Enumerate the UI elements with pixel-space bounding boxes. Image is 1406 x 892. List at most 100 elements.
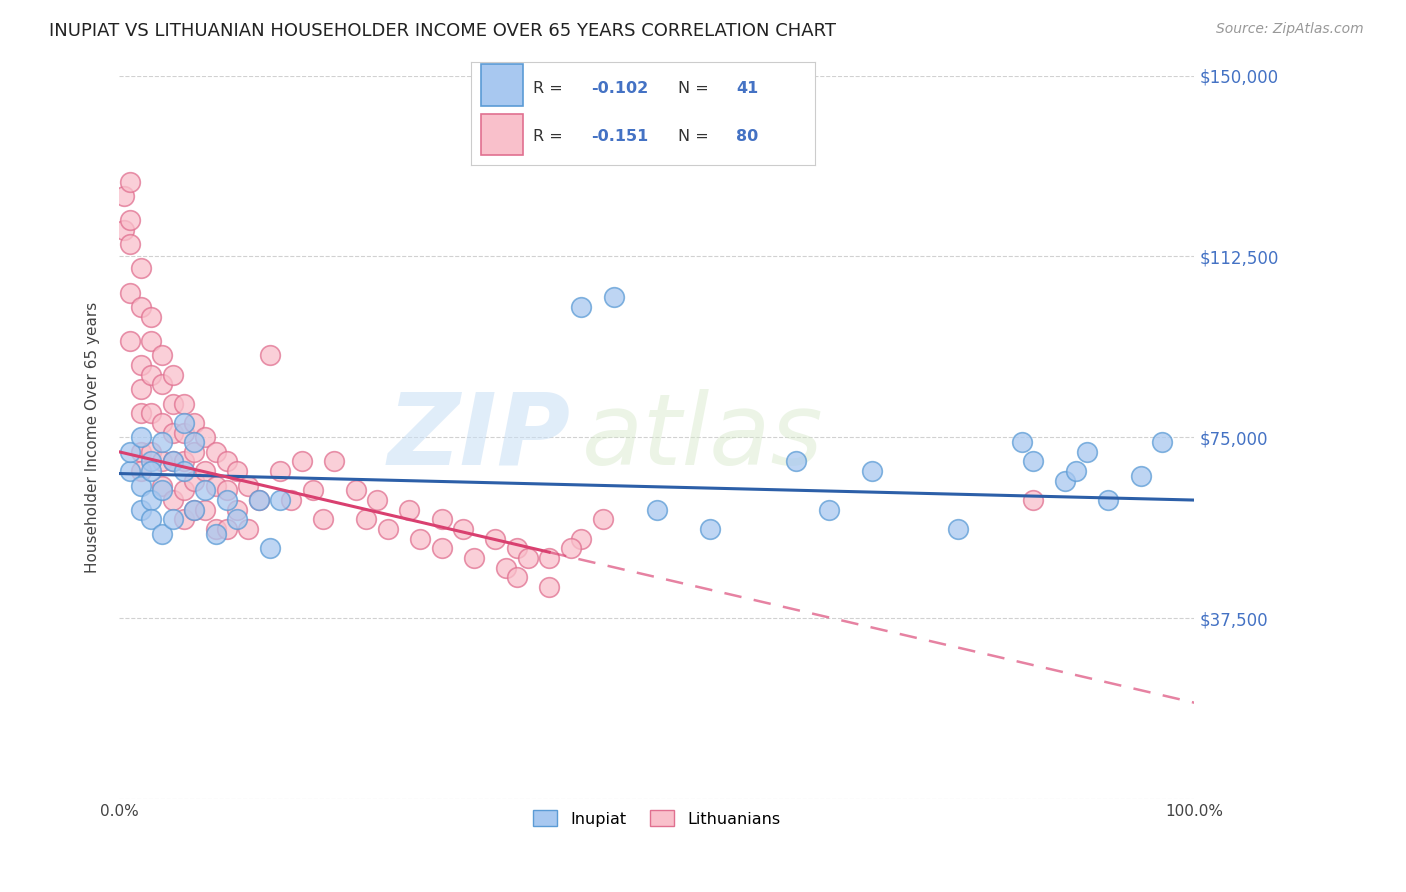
Point	[247, 493, 270, 508]
Point	[463, 551, 485, 566]
Point	[173, 464, 195, 478]
Point	[129, 406, 152, 420]
Point	[129, 445, 152, 459]
Point	[118, 213, 141, 227]
Point	[118, 285, 141, 300]
Text: R =: R =	[533, 80, 568, 95]
Point	[280, 493, 302, 508]
Point	[409, 532, 432, 546]
Point	[129, 382, 152, 396]
Point	[162, 425, 184, 440]
Point	[560, 541, 582, 556]
Point	[323, 454, 346, 468]
Point	[118, 334, 141, 348]
Point	[269, 464, 291, 478]
Point	[183, 502, 205, 516]
Text: atlas: atlas	[582, 389, 823, 486]
Point	[1011, 435, 1033, 450]
Point	[194, 430, 217, 444]
Point	[173, 483, 195, 498]
Point	[215, 454, 238, 468]
Text: N =: N =	[678, 80, 714, 95]
Point	[215, 483, 238, 498]
Point	[194, 502, 217, 516]
Point	[150, 478, 173, 492]
Point	[259, 348, 281, 362]
Point	[430, 512, 453, 526]
Text: N =: N =	[678, 128, 714, 144]
Y-axis label: Householder Income Over 65 years: Householder Income Over 65 years	[86, 301, 100, 573]
Point	[236, 478, 259, 492]
Point	[571, 300, 593, 314]
Point	[129, 502, 152, 516]
Point	[571, 532, 593, 546]
Point	[141, 493, 163, 508]
Point	[194, 464, 217, 478]
Point	[301, 483, 323, 498]
Point	[226, 502, 249, 516]
Point	[173, 454, 195, 468]
Point	[205, 526, 228, 541]
Point	[516, 551, 538, 566]
Point	[141, 512, 163, 526]
Point	[366, 493, 388, 508]
Text: 41: 41	[737, 80, 758, 95]
Point	[118, 175, 141, 189]
Point	[183, 416, 205, 430]
Text: Source: ZipAtlas.com: Source: ZipAtlas.com	[1216, 22, 1364, 37]
Point	[226, 464, 249, 478]
Point	[129, 464, 152, 478]
Point	[592, 512, 614, 526]
Point	[150, 416, 173, 430]
Point	[699, 522, 721, 536]
Point	[141, 454, 163, 468]
Point	[344, 483, 367, 498]
Point	[312, 512, 335, 526]
Text: R =: R =	[533, 128, 568, 144]
Point	[129, 261, 152, 276]
Point	[215, 522, 238, 536]
Text: -0.151: -0.151	[592, 128, 648, 144]
Point	[205, 445, 228, 459]
Point	[141, 368, 163, 382]
Point	[183, 435, 205, 450]
Point	[162, 454, 184, 468]
Bar	[481, 64, 523, 105]
Point	[538, 551, 561, 566]
Point	[141, 406, 163, 420]
Point	[538, 580, 561, 594]
Point	[150, 348, 173, 362]
Point	[785, 454, 807, 468]
Point	[205, 522, 228, 536]
Point	[1022, 454, 1045, 468]
Legend: Inupiat, Lithuanians: Inupiat, Lithuanians	[526, 802, 787, 835]
Point	[150, 483, 173, 498]
Point	[398, 502, 420, 516]
Point	[506, 570, 529, 584]
Point	[215, 493, 238, 508]
Point	[1150, 435, 1173, 450]
Point	[291, 454, 314, 468]
Point	[269, 493, 291, 508]
Text: INUPIAT VS LITHUANIAN HOUSEHOLDER INCOME OVER 65 YEARS CORRELATION CHART: INUPIAT VS LITHUANIAN HOUSEHOLDER INCOME…	[49, 22, 837, 40]
Text: 80: 80	[737, 128, 758, 144]
Point	[430, 541, 453, 556]
Point	[226, 512, 249, 526]
Point	[1129, 469, 1152, 483]
Point	[356, 512, 378, 526]
Point	[259, 541, 281, 556]
Point	[141, 310, 163, 324]
Point	[183, 502, 205, 516]
Point	[194, 483, 217, 498]
Point	[150, 377, 173, 392]
Text: -0.102: -0.102	[592, 80, 648, 95]
Point	[141, 334, 163, 348]
Point	[118, 445, 141, 459]
Point	[247, 493, 270, 508]
Point	[602, 290, 624, 304]
Point	[173, 396, 195, 410]
Point	[183, 474, 205, 488]
Point	[236, 522, 259, 536]
Point	[173, 512, 195, 526]
Point	[817, 502, 839, 516]
